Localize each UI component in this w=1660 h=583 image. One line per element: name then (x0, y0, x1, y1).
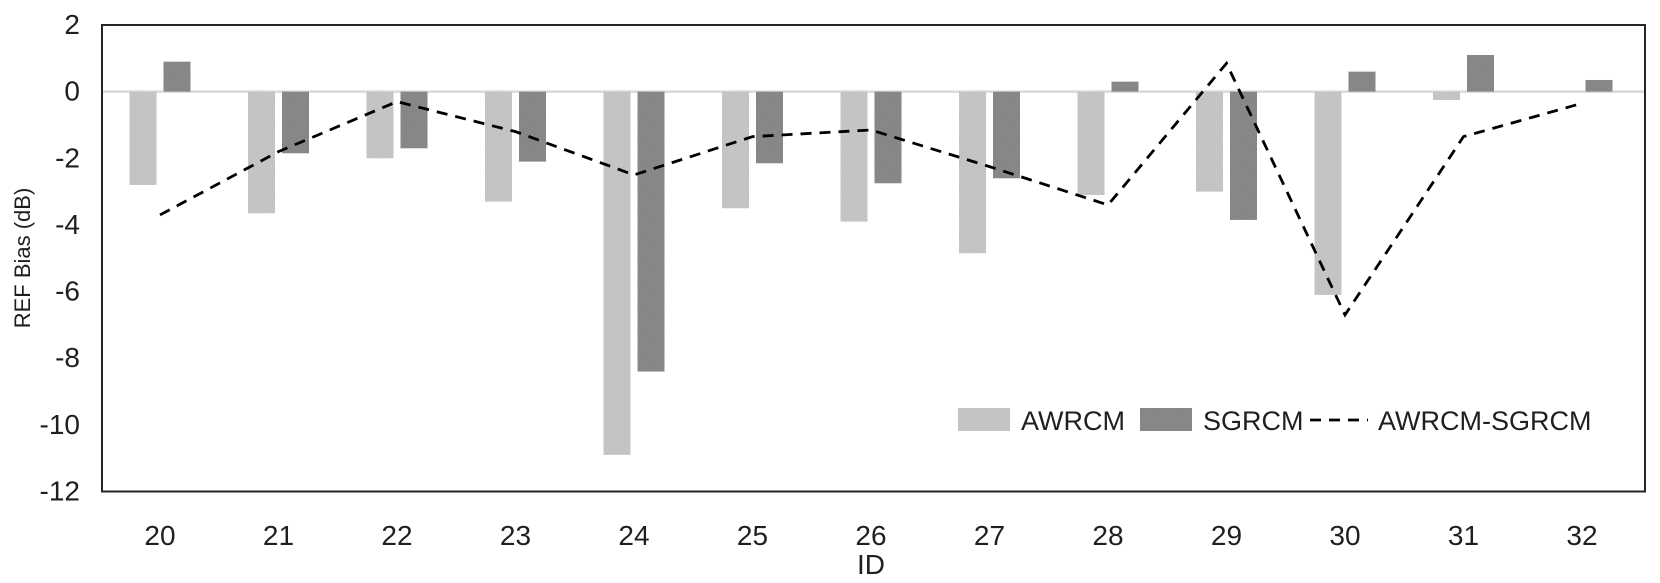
y-tick-label: -8 (55, 342, 80, 373)
y-tick-label: -6 (55, 276, 80, 307)
sgrcm-bar-24 (637, 91, 665, 372)
awrcm-bar-29 (1196, 91, 1223, 192)
sgrcm-bar-27 (993, 91, 1020, 179)
legend: AWRCM SGRCM AWRCM-SGRCM (958, 406, 1591, 436)
y-tick-label: -10 (40, 409, 80, 440)
legend-awrcm-swatch (958, 408, 1010, 431)
x-tick-label: 28 (1092, 520, 1123, 551)
awrcm-bar-20 (129, 91, 157, 185)
sgrcm-bar-23 (519, 91, 546, 162)
awrcm-bar-27 (959, 91, 986, 254)
awrcm-bar-23 (485, 91, 512, 202)
x-tick-label: 24 (618, 520, 649, 551)
plot-area-border (101, 24, 1646, 493)
legend-sgrcm-swatch (1140, 408, 1192, 431)
sgrcm-bar-32 (1585, 79, 1613, 92)
y-tick-label: -2 (55, 142, 80, 173)
x-tick-label: 23 (500, 520, 531, 551)
y-tick-label: 2 (64, 9, 80, 40)
awrcm-bar-21 (248, 91, 275, 214)
awrcm-bar-24 (603, 91, 631, 455)
diff-dashed-line (159, 60, 1583, 318)
sgrcm-bar-25 (756, 91, 783, 164)
legend-sgrcm-label: SGRCM (1203, 406, 1304, 436)
y-tick-label: -4 (55, 209, 80, 240)
x-tick-label: 26 (855, 520, 886, 551)
x-axis-title: ID (857, 549, 885, 580)
x-tick-label: 27 (974, 520, 1005, 551)
legend-awrcm-label: AWRCM (1021, 406, 1125, 436)
y-tick-label: -12 (40, 476, 80, 507)
awrcm-bar-31 (1433, 91, 1460, 100)
awrcm-bar-30 (1314, 91, 1342, 295)
y-tick-label: 0 (64, 76, 80, 107)
x-tick-label: 30 (1329, 520, 1360, 551)
sgrcm-bar-31 (1467, 54, 1494, 92)
legend-diff-label: AWRCM-SGRCM (1378, 406, 1591, 436)
x-tick-label: 31 (1448, 520, 1479, 551)
x-tick-label: 25 (737, 520, 768, 551)
awrcm-bar-25 (722, 91, 749, 209)
y-axis-title: REF Bias (dB) (10, 188, 35, 329)
x-tick-label: 32 (1566, 520, 1597, 551)
sgrcm-bar-29 (1230, 91, 1257, 220)
awrcm-bar-26 (840, 91, 868, 222)
awrcm-bar-28 (1077, 91, 1105, 195)
x-tick-label: 21 (263, 520, 294, 551)
x-tick-label: 22 (381, 520, 412, 551)
sgrcm-bar-22 (400, 91, 428, 149)
sgrcm-bar-28 (1111, 81, 1139, 92)
x-tick-label: 29 (1211, 520, 1242, 551)
sgrcm-bar-20 (163, 61, 191, 92)
awrcm-bar-22 (366, 91, 394, 159)
x-tick-label: 20 (144, 520, 175, 551)
sgrcm-bar-30 (1348, 71, 1376, 92)
